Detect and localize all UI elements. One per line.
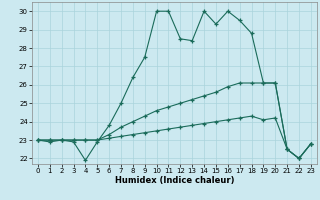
X-axis label: Humidex (Indice chaleur): Humidex (Indice chaleur) — [115, 176, 234, 185]
